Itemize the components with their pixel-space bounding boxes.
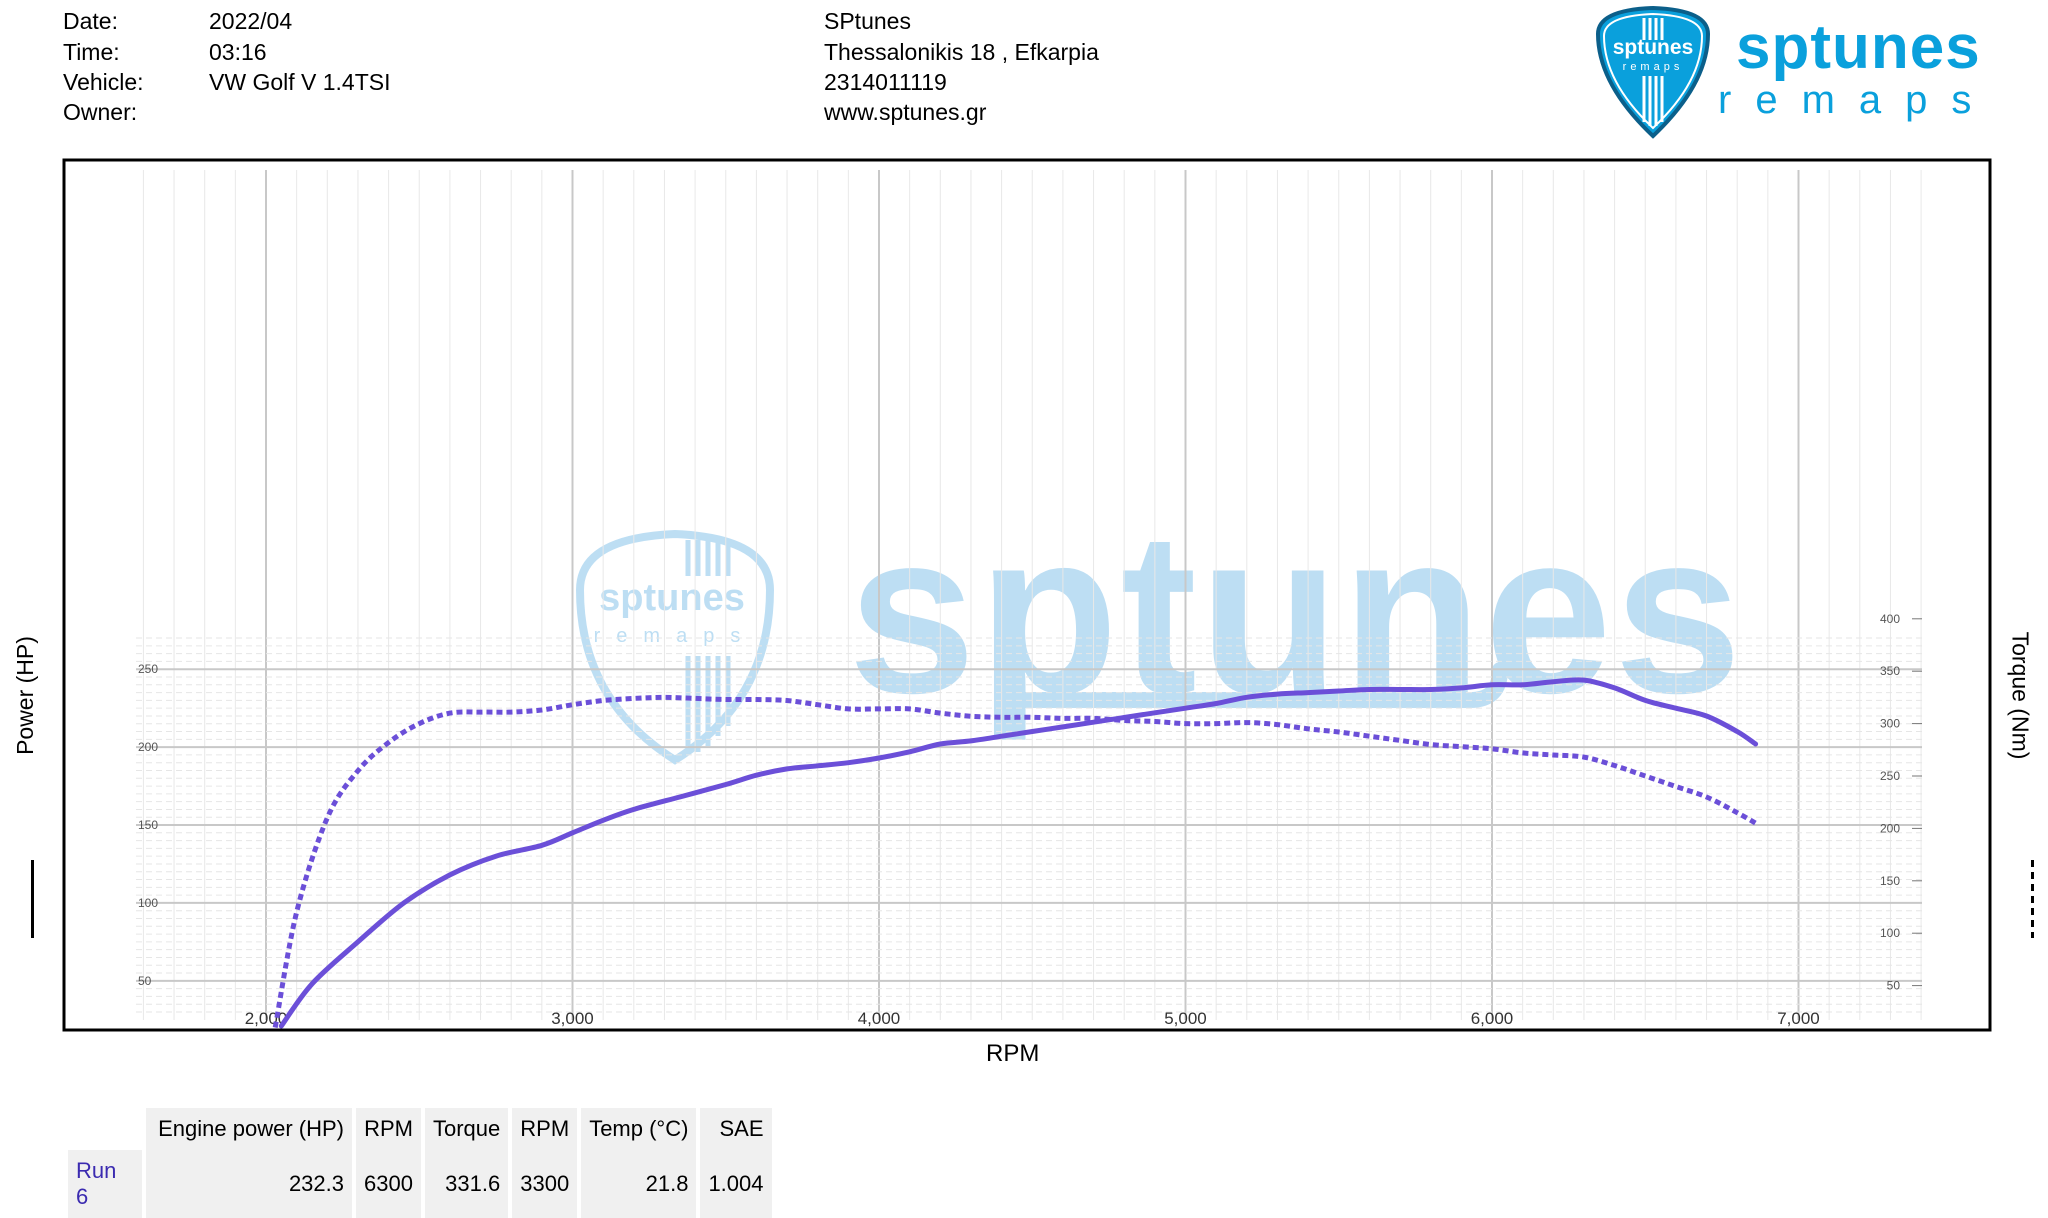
results-header-row: Engine power (HP) RPM Torque RPM Temp (°…	[68, 1108, 772, 1150]
time-label: Time:	[63, 39, 120, 65]
dyno-chart: sptunes remaps sptunes 50 100 150 200 250 50…	[62, 158, 1992, 1032]
time-value: 03:16	[209, 39, 267, 65]
vehicle-label: Vehicle:	[63, 69, 144, 95]
logo-subline: remaps	[1718, 78, 1996, 122]
y-right-tick-label: 150	[1880, 874, 1900, 888]
x-title: RPM	[986, 1040, 1040, 1067]
y-right-axis: 50 100 150 200 250 300 350 400	[1880, 612, 1922, 993]
x-tick-label: 6,000	[1471, 1009, 1514, 1028]
run-label: Run 6	[68, 1150, 142, 1218]
run-power-rpm: 6300	[356, 1150, 421, 1218]
results-header-sae: SAE	[700, 1108, 772, 1150]
y-left-tick-label: 100	[138, 896, 158, 910]
logo-wordmark: sptunes	[1736, 13, 1981, 82]
vehicle-value: VW Golf V 1.4TSI	[209, 69, 391, 95]
date-value: 2022/04	[209, 8, 293, 34]
results-table: Engine power (HP) RPM Torque RPM Temp (°…	[64, 1108, 776, 1218]
y-right-tick-label: 100	[1880, 926, 1900, 940]
x-tick-label: 5,000	[1164, 1009, 1207, 1028]
y-left-axis: 50 100 150 200 250	[138, 662, 158, 988]
y-right-title: Torque (Nm)	[2007, 631, 2034, 760]
run-temp: 21.8	[581, 1150, 697, 1218]
power-curve	[278, 677, 1759, 1029]
run-torque-rpm: 3300	[512, 1150, 578, 1218]
results-header-power: Engine power (HP)	[146, 1108, 352, 1150]
sptunes-logo: sptunes remaps sptunes remaps	[1588, 4, 2028, 140]
y-right-tick-label: 250	[1880, 769, 1900, 783]
chart-frame	[62, 158, 1992, 1032]
y-right-tick-label: 350	[1880, 664, 1900, 678]
run-sae: 1.004	[700, 1150, 772, 1218]
logo-badge-sub: remaps	[1623, 61, 1684, 73]
y-left-title: Power (HP)	[11, 636, 38, 755]
x-tick-label: 7,000	[1777, 1009, 1820, 1028]
watermark-badge-sub: remaps	[594, 625, 757, 647]
results-row: Run 6 232.3 6300 331.6 3300 21.8 1.004	[68, 1150, 772, 1218]
legend-solid-line	[31, 860, 34, 938]
legend-dashed-line	[2031, 860, 2034, 938]
y-right-tick-label: 200	[1880, 821, 1900, 835]
y-right-tick-label: 300	[1880, 717, 1900, 731]
shop-phone: 2314011119	[824, 69, 947, 95]
shop-address: Thessalonikis 18 , Efkarpia	[824, 39, 1099, 65]
results-header-rpm-power: RPM	[356, 1108, 421, 1150]
y-left-tick-label: 200	[138, 740, 158, 754]
y-left-tick-label: 250	[138, 662, 158, 676]
logo-badge-icon: sptunes remaps	[1595, 5, 1711, 139]
logo-badge-text: sptunes	[1613, 36, 1694, 59]
y-right-tick-label: 50	[1887, 979, 1901, 993]
run-torque: 331.6	[424, 1150, 509, 1218]
date-label: Date:	[63, 8, 118, 34]
shop-website: www.sptunes.gr	[824, 99, 987, 125]
results-header-torque: Torque	[424, 1108, 509, 1150]
watermark-badge-text: sptunes	[599, 577, 745, 619]
owner-label: Owner:	[63, 99, 138, 125]
y-left-tick-label: 50	[138, 974, 152, 988]
shop-name: SPtunes	[824, 8, 911, 34]
results-header-temp: Temp (°C)	[581, 1108, 697, 1150]
y-left-tick-label: 150	[138, 818, 158, 832]
results-header-rpm-torque: RPM	[512, 1108, 578, 1150]
results-header-blank	[68, 1108, 142, 1150]
torque-curve	[272, 694, 1757, 1028]
y-right-tick-label: 400	[1880, 612, 1900, 626]
watermark: sptunes remaps sptunes	[575, 484, 1742, 765]
x-tick-label: 4,000	[858, 1009, 901, 1028]
run-power: 232.3	[146, 1150, 352, 1218]
x-tick-label: 3,000	[551, 1009, 594, 1028]
chart-curves	[272, 677, 1759, 1029]
